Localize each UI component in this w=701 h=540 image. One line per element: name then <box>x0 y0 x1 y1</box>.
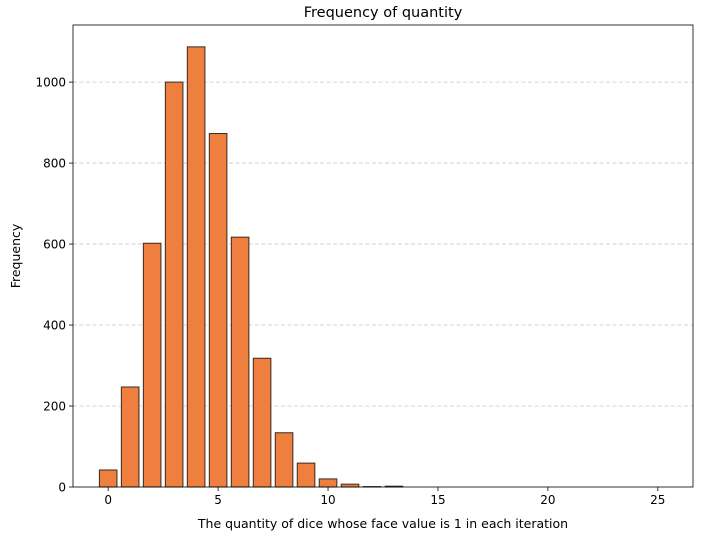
bar <box>297 463 315 487</box>
bar <box>165 82 183 487</box>
bar <box>187 47 205 487</box>
x-tick-label: 5 <box>214 493 222 507</box>
x-tick-label: 20 <box>540 493 555 507</box>
bar <box>143 243 161 487</box>
y-tick-label: 200 <box>43 400 66 414</box>
bar <box>253 358 271 487</box>
bar <box>209 134 227 487</box>
y-tick-label: 1000 <box>35 76 66 90</box>
x-tick-label: 25 <box>650 493 665 507</box>
x-tick-label: 15 <box>430 493 445 507</box>
y-tick-label: 800 <box>43 157 66 171</box>
bar <box>231 237 249 487</box>
bars <box>99 47 402 487</box>
x-tick-label: 10 <box>320 493 335 507</box>
y-tick-label: 0 <box>58 481 66 495</box>
y-axis-label: Frequency <box>8 223 23 288</box>
y-tick-label: 400 <box>43 319 66 333</box>
bar <box>341 484 359 487</box>
bar <box>319 479 337 487</box>
x-axis-label: The quantity of dice whose face value is… <box>197 516 568 531</box>
y-tick-label: 600 <box>43 238 66 252</box>
bar <box>275 433 293 487</box>
bar <box>121 387 139 487</box>
x-tick-label: 0 <box>104 493 112 507</box>
bar <box>99 470 117 487</box>
chart-title: Frequency of quantity <box>304 5 463 21</box>
